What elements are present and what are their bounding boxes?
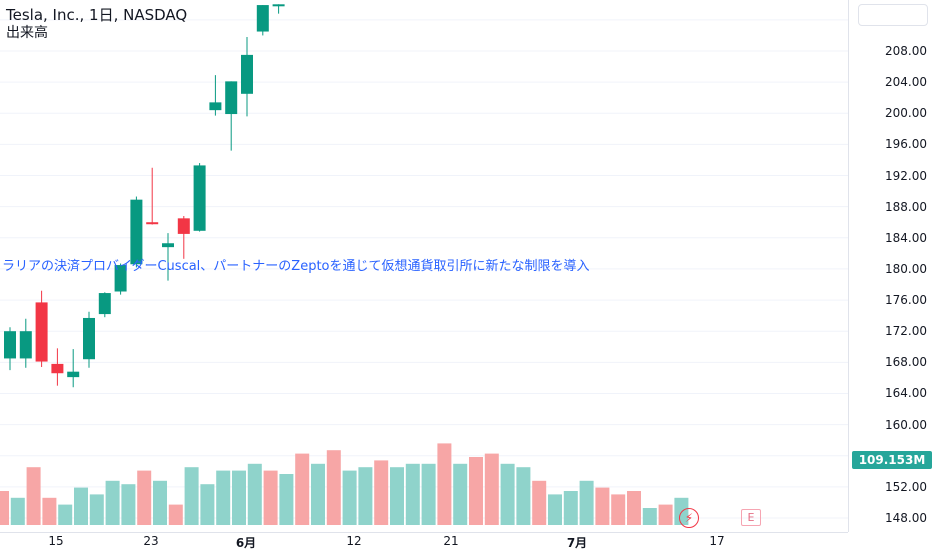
volume-bar [405,463,420,525]
volume-bar [153,480,167,525]
symbol-title[interactable]: Tesla, Inc., 1日, NASDAQ [6,6,188,24]
price-label: 152.00 [885,480,927,494]
volume-bar [658,504,673,525]
volume-bar [326,450,341,525]
candle-body [256,5,269,32]
candle-body [19,331,32,359]
volume-bar [10,497,25,525]
candle-body [51,363,64,374]
volume-bar [358,467,373,525]
price-label: 176.00 [885,293,927,307]
volume-bar [137,470,152,525]
price-label: 164.00 [885,386,927,400]
news-headline[interactable]: ラリアの決済プロバイダーCuscal、パートナーのZeptoを通じて仮想通貨取引… [2,259,590,274]
volume-bar [279,474,294,525]
volume-bar [184,467,199,525]
volume-bar [548,494,562,525]
volume-bar [200,484,215,525]
top-right-control[interactable] [858,4,928,26]
volume-bar [627,491,641,525]
price-label: 208.00 [885,44,927,58]
volume-bar [611,494,626,525]
time-label: 6月 [235,536,257,550]
volume-bar [89,494,104,525]
volume-bar [295,453,310,525]
volume-bar [232,470,246,525]
volume-bar [74,487,88,525]
time-label: 23 [143,534,159,548]
price-label: 184.00 [885,231,927,245]
price-label: 180.00 [885,262,927,276]
flash-icon[interactable]: ⚡ [679,508,699,528]
candle-body [162,243,174,248]
volume-bar [532,480,547,525]
volume-bar [469,457,483,525]
volume-bar [247,463,262,525]
candle-body [272,4,285,7]
candle-body [4,331,16,359]
volume-indicator-label[interactable]: 出来高 [6,25,48,41]
candle-body [225,81,238,115]
candle-body [209,102,222,111]
volume-bar [500,463,515,525]
time-label: 17 [709,534,725,548]
volume-bar [105,480,120,525]
volume-bar [579,480,594,525]
price-label: 168.00 [885,355,927,369]
volume-bar [390,467,404,525]
volume-bar [216,470,231,525]
volume-bar [168,504,183,525]
price-axis[interactable]: 208.00 204.00 200.00 196.00 192.00 188.0… [848,0,932,532]
time-label: 21 [443,534,459,548]
volume-bar [563,491,578,525]
price-label: 200.00 [885,106,927,120]
volume-bar [26,467,41,525]
volume-bar [484,453,499,525]
volume-bar [42,497,57,525]
candle-body [177,218,190,234]
volume-bar [453,463,468,525]
volume-bar [421,463,436,525]
candle-body [130,199,143,265]
candle-body [67,371,80,378]
time-label: 12 [346,534,362,548]
volume-bar [121,484,136,525]
candle-body [146,222,159,225]
price-label: 188.00 [885,200,927,214]
price-label: 172.00 [885,324,927,338]
volume-bar [516,467,531,525]
time-axis[interactable]: 15 23 6月 12 21 7月 17 [0,532,848,551]
price-label: 204.00 [885,75,927,89]
chart-pane[interactable]: Tesla, Inc., 1日, NASDAQ 出来高 ラリアの決済プロバイダー… [0,0,848,532]
price-label: 160.00 [885,418,927,432]
candle-body [114,265,127,292]
volume-value-badge: 109.153M [852,451,932,469]
volume-bar [58,504,73,525]
candle-body [35,302,48,362]
candle-body [241,54,253,94]
volume-bar [642,508,657,525]
price-label: 196.00 [885,137,927,151]
time-label: 15 [48,534,64,548]
candle-body [83,317,95,360]
volume-bar [437,443,452,525]
volume-bar [374,460,389,525]
candle-body [193,165,206,231]
volume-bar [311,463,325,525]
candle-body [98,293,111,315]
candlestick-chart[interactable] [0,0,848,532]
time-label: 7月 [566,536,588,550]
volume-bar [263,470,278,525]
price-label: 192.00 [885,169,927,183]
earnings-marker[interactable]: E [741,509,761,526]
volume-bar [595,487,610,525]
volume-bar [0,491,9,525]
price-label: 148.00 [885,511,927,525]
volume-bar [342,470,357,525]
